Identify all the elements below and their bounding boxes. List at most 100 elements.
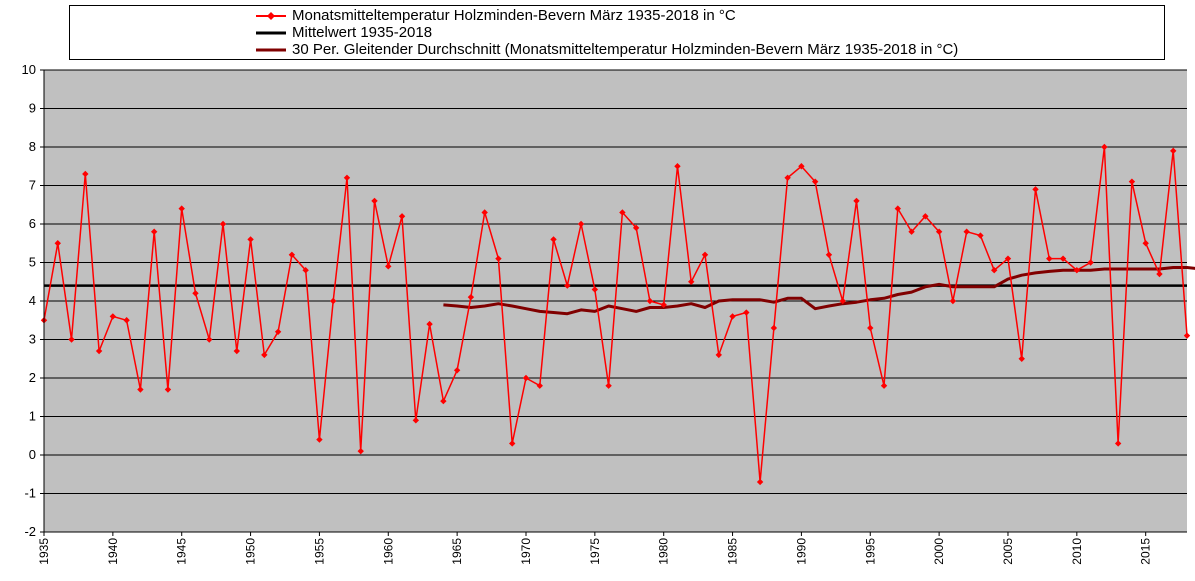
temperature-point (82, 170, 89, 178)
temperature-point (164, 386, 172, 393)
temperature-point (123, 317, 130, 324)
x-tick-label: 1935 (37, 538, 51, 565)
temperature-point (302, 267, 309, 274)
temperature-point (343, 174, 351, 181)
temperature-point (729, 313, 736, 320)
temperature-point (398, 213, 406, 220)
temperature-point (68, 336, 75, 343)
temperature-point (619, 209, 626, 216)
x-tick-label: 1945 (175, 538, 189, 565)
x-tick-label: 1970 (519, 538, 533, 565)
temperature-point (977, 232, 984, 239)
temperature-point (150, 228, 158, 235)
y-tick-label: 5 (29, 255, 36, 270)
temperature-point (206, 336, 213, 343)
temperature-point (646, 297, 654, 305)
temperature-point (1101, 143, 1108, 151)
temperature-point (357, 447, 364, 455)
temperature-point (137, 386, 144, 393)
y-tick-label: -2 (24, 524, 36, 539)
temperature-point (564, 282, 571, 289)
series-monthly-temperature (40, 143, 1191, 486)
x-tick-label: 1975 (588, 538, 602, 565)
temperature-point (577, 220, 585, 228)
temperature-point (95, 347, 103, 355)
temperature-point (288, 251, 296, 258)
legend-label-temperature: Monatsmitteltemperatur Holzminden-Bevern… (292, 7, 736, 24)
temperature-point (1087, 259, 1094, 266)
temperature-point (632, 224, 640, 232)
temperature-point (811, 178, 819, 185)
temperature-point (426, 320, 433, 328)
temperature-point (440, 397, 447, 405)
x-axis-tick-labels: 1935 1940 1945 1950 1955 1960 1965 1970 1975 1980… (37, 532, 1153, 565)
y-tick-label: 10 (22, 62, 36, 77)
legend-label-mean: Mittelwert 1935-2018 (292, 24, 433, 41)
temperature-point (770, 324, 778, 332)
y-axis-tick-labels: -2 -1 0 1 2 3 4 5 6 7 8 9 10 (22, 62, 36, 539)
legend: Monatsmitteltemperatur Holzminden-Bevern… (69, 5, 1165, 60)
temperature-point (756, 478, 764, 486)
temperature-point (867, 324, 874, 332)
y-tick-label: 3 (29, 332, 36, 347)
temperature-point (1156, 270, 1163, 278)
temperature-point (1059, 255, 1067, 262)
temperature-point (192, 290, 199, 297)
temperature-point (522, 374, 530, 382)
temperature-point (605, 382, 612, 389)
temperature-point (550, 236, 557, 243)
temperature-point (1046, 255, 1053, 262)
temperature-point (1032, 186, 1039, 193)
x-tick-label: 2015 (1139, 538, 1153, 565)
temperature-point (743, 309, 750, 316)
temperature-point (467, 293, 475, 301)
temperature-point (261, 351, 268, 359)
x-tick-label: 1980 (657, 538, 671, 565)
temperature-line (43, 146, 1188, 482)
x-tick-label: 1990 (794, 538, 808, 565)
temperature-point (922, 213, 929, 220)
temperature-point (453, 367, 461, 374)
temperature-point (1183, 332, 1191, 339)
temperature-point (880, 382, 888, 389)
temperature-point (784, 174, 791, 181)
temperature-point (1128, 178, 1136, 185)
x-tick-label: 1995 (863, 538, 877, 565)
temperature-point (329, 297, 337, 305)
temperature-point (233, 347, 240, 355)
y-tick-label: 9 (29, 101, 36, 116)
x-tick-label: 1940 (106, 538, 120, 565)
legend-swatch-moving-average-icon (256, 48, 286, 52)
y-tick-label: 7 (29, 178, 36, 193)
temperature-point (385, 263, 392, 270)
x-tick-label: 2000 (932, 538, 946, 565)
x-tick-label: 1955 (312, 538, 326, 565)
temperature-point (591, 286, 599, 293)
temperature-point (509, 440, 516, 447)
x-tick-label: 1965 (450, 538, 464, 565)
temperature-point (935, 228, 943, 235)
temperature-point (109, 313, 117, 320)
temperature-point (1018, 355, 1025, 362)
temperature-point (1170, 147, 1177, 155)
temperature-point (1004, 255, 1012, 262)
temperature-point (274, 328, 282, 335)
temperature-point (660, 301, 667, 309)
temperature-point (963, 228, 970, 235)
temperature-point (54, 240, 61, 247)
temperature-point (853, 197, 860, 205)
y-tick-label: 2 (29, 370, 36, 385)
temperature-point (1114, 440, 1122, 447)
temperature-point (674, 163, 681, 170)
y-tick-label: 4 (29, 293, 36, 308)
y-tick-label: 6 (29, 216, 36, 231)
temperature-point (908, 228, 915, 235)
series-moving-average (443, 266, 1195, 316)
temperature-point (1142, 240, 1149, 247)
temperature-point (688, 278, 695, 285)
legend-swatch-mean-icon (256, 31, 286, 35)
temperature-point (316, 436, 323, 443)
temperature-point (798, 163, 805, 170)
x-tick-label: 1985 (726, 538, 740, 565)
